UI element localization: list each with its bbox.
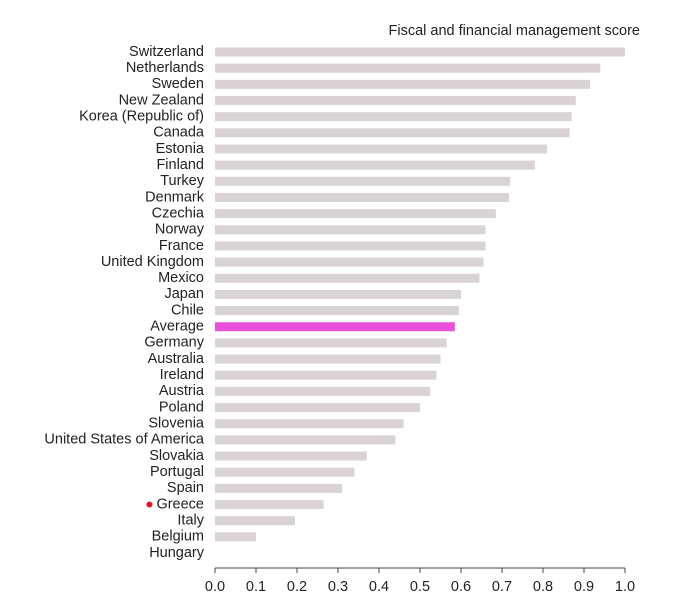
bar: [215, 79, 591, 89]
y-tick-label: Austria: [159, 383, 205, 399]
bar: [215, 354, 441, 364]
bar: [215, 257, 484, 267]
x-tick-label: 0.1: [246, 579, 266, 595]
bar: [215, 160, 535, 170]
bar: [215, 241, 486, 251]
bar: [215, 176, 511, 186]
bar: [215, 209, 496, 219]
bar: [215, 516, 295, 526]
bar: [215, 112, 572, 122]
bar: [215, 483, 343, 493]
y-tick-label: Greece: [156, 496, 204, 512]
bar: [215, 306, 459, 316]
x-tick-label: 0.9: [574, 579, 594, 595]
y-tick-label: Australia: [148, 351, 205, 367]
y-tick-label: United States of America: [44, 432, 205, 448]
bar: [215, 338, 447, 348]
y-tick-label: Japan: [164, 286, 204, 302]
bar: [215, 435, 396, 445]
y-tick-label: Hungary: [149, 545, 205, 561]
bar: [215, 95, 576, 105]
y-tick-label: Finland: [156, 157, 204, 173]
y-tick-label: Switzerland: [129, 44, 204, 60]
chart-title: Fiscal and financial management score: [389, 23, 640, 39]
bar: [215, 144, 548, 154]
bar: [215, 225, 486, 235]
bar: [215, 273, 480, 283]
x-tick-label: 0.5: [410, 579, 430, 595]
y-tick-label: Chile: [171, 302, 204, 318]
y-tick-label: Portugal: [150, 464, 204, 480]
bar: [215, 128, 570, 138]
y-tick-label: United Kingdom: [101, 254, 204, 270]
bar: [215, 386, 431, 396]
y-tick-label: Spain: [167, 480, 204, 496]
bar: [215, 322, 455, 332]
y-tick-label: Netherlands: [126, 60, 204, 76]
bar: [215, 192, 509, 202]
y-tick-label: Slovenia: [148, 416, 205, 432]
y-tick-label: Korea (Republic of): [79, 108, 204, 124]
y-tick-label: New Zealand: [119, 92, 204, 108]
bar: [215, 532, 256, 542]
bar: [215, 467, 355, 477]
x-tick-label: 0.4: [369, 579, 389, 595]
x-tick-label: 0.8: [533, 579, 553, 595]
y-tick-label: Sweden: [152, 76, 204, 92]
y-tick-label: Canada: [153, 125, 205, 141]
bar: [215, 370, 437, 380]
y-tick-label: Belgium: [152, 529, 204, 545]
x-tick-label: 0.2: [287, 579, 307, 595]
y-tick-label: Germany: [144, 335, 204, 351]
y-tick-label: Norway: [155, 222, 205, 238]
y-tick-label: Estonia: [156, 141, 205, 157]
marker-dot: [146, 501, 153, 508]
y-tick-label: Ireland: [160, 367, 204, 383]
bar: [215, 63, 601, 73]
y-tick-label: Turkey: [160, 173, 205, 189]
bar: [215, 451, 367, 461]
bar: [215, 403, 420, 413]
y-tick-label: France: [159, 238, 204, 254]
bar: [215, 419, 404, 429]
x-axis: [214, 567, 626, 573]
y-tick-label: Czechia: [152, 205, 205, 221]
x-tick-label: 1.0: [615, 579, 635, 595]
x-tick-label: 0.7: [492, 579, 512, 595]
bar: [215, 500, 324, 510]
y-tick-label: Denmark: [145, 189, 205, 205]
y-tick-label: Poland: [159, 399, 204, 415]
bar: [215, 47, 625, 57]
x-tick-label: 0.0: [205, 579, 225, 595]
y-tick-label: Italy: [177, 513, 204, 529]
y-tick-label: Average: [150, 319, 204, 335]
y-tick-label: Mexico: [158, 270, 204, 286]
y-tick-label: Slovakia: [149, 448, 205, 464]
x-tick-label: 0.6: [451, 579, 471, 595]
x-tick-label: 0.3: [328, 579, 348, 595]
bar: [215, 289, 461, 299]
